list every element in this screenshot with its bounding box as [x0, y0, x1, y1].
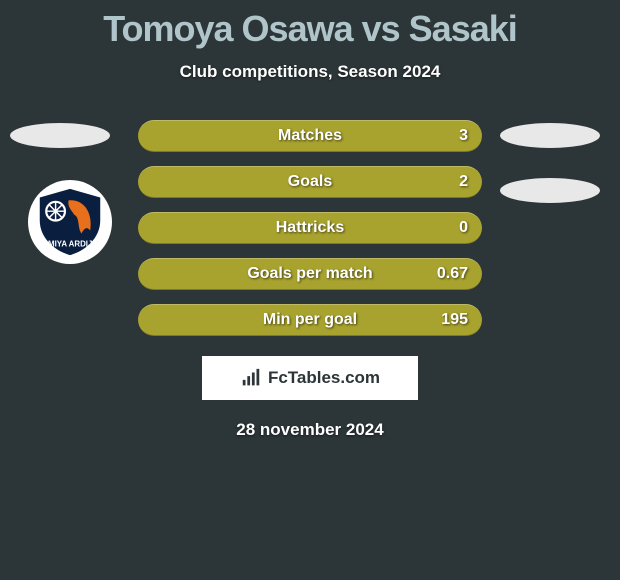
subtitle: Club competitions, Season 2024	[0, 62, 620, 82]
stat-bar-matches: Matches 3	[138, 120, 482, 152]
date-text: 28 november 2024	[0, 420, 620, 440]
stat-value: 2	[459, 173, 468, 191]
page-title: Tomoya Osawa vs Sasaki	[0, 0, 620, 50]
stat-label: Goals per match	[247, 265, 372, 283]
stat-bar-hattricks: Hattricks 0	[138, 212, 482, 244]
stat-bar-min-per-goal: Min per goal 195	[138, 304, 482, 336]
stat-label: Hattricks	[276, 219, 344, 237]
infographic-container: Tomoya Osawa vs Sasaki Club competitions…	[0, 0, 620, 580]
team-badge-icon: OMIYA ARDIJA	[34, 186, 106, 258]
svg-text:OMIYA ARDIJA: OMIYA ARDIJA	[42, 239, 99, 248]
player-placeholder-oval-left	[10, 123, 110, 148]
team-badge: OMIYA ARDIJA	[28, 180, 112, 264]
stat-label: Matches	[278, 127, 342, 145]
player-placeholder-oval-right-2	[500, 178, 600, 203]
chart-icon	[240, 367, 262, 389]
stat-label: Min per goal	[263, 311, 357, 329]
stat-bar-goals: Goals 2	[138, 166, 482, 198]
stat-value: 0.67	[437, 265, 468, 283]
brand-text: FcTables.com	[268, 368, 380, 388]
brand-box[interactable]: FcTables.com	[202, 356, 418, 400]
stat-bar-goals-per-match: Goals per match 0.67	[138, 258, 482, 290]
stat-value: 0	[459, 219, 468, 237]
player-placeholder-oval-right-1	[500, 123, 600, 148]
stat-label: Goals	[288, 173, 332, 191]
stat-bars: Matches 3 Goals 2 Hattricks 0 Goals per …	[138, 120, 482, 350]
stat-value: 195	[441, 311, 468, 329]
stat-value: 3	[459, 127, 468, 145]
